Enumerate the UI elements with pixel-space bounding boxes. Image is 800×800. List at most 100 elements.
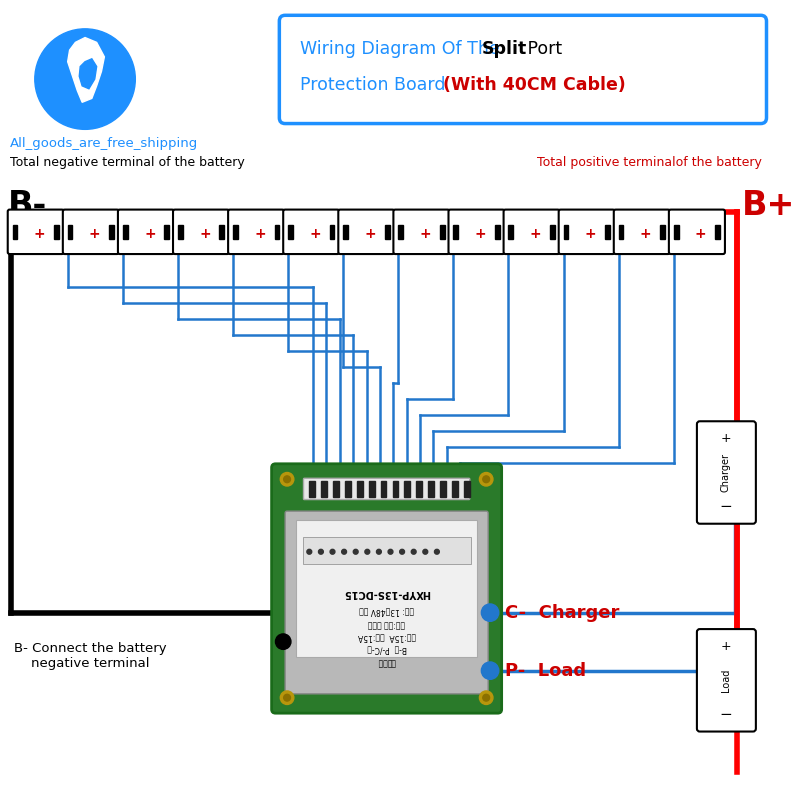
Text: +: + [530,226,542,241]
FancyBboxPatch shape [614,210,670,254]
Text: +: + [721,432,731,445]
Text: Split: Split [482,41,526,58]
Bar [345,481,350,497]
Circle shape [342,550,346,554]
Bar [495,225,500,238]
Bar [509,225,514,238]
Bar [440,481,446,497]
Text: Wiring Diagram Of The: Wiring Diagram Of The [300,41,505,58]
Bar [68,225,73,238]
Bar [110,225,114,238]
Text: C-  Charger: C- Charger [505,604,619,622]
FancyBboxPatch shape [283,210,339,254]
Circle shape [354,550,358,554]
FancyBboxPatch shape [697,422,756,524]
Bar [122,225,127,238]
Text: B-端  P-/C-端: B-端 P-/C-端 [366,645,406,654]
Text: +: + [695,226,706,241]
Text: +: + [419,226,431,241]
FancyBboxPatch shape [173,210,229,254]
Circle shape [275,634,291,650]
Circle shape [483,476,490,482]
Circle shape [482,604,498,622]
FancyBboxPatch shape [8,210,64,254]
Circle shape [330,550,335,554]
Bar [385,225,390,238]
FancyBboxPatch shape [296,520,478,657]
Bar [322,481,327,497]
Text: B+: B+ [742,190,796,222]
Bar [343,225,348,238]
FancyBboxPatch shape [272,464,502,713]
Text: +: + [254,226,266,241]
Bar [674,225,678,238]
Bar [393,481,398,497]
Bar [715,225,720,238]
Text: +: + [585,226,596,241]
Circle shape [479,473,493,486]
Bar [333,481,339,497]
Bar [550,225,555,238]
Bar [233,225,238,238]
Text: B- Connect the battery
    negative terminal: B- Connect the battery negative terminal [14,642,167,670]
FancyBboxPatch shape [118,210,174,254]
Bar [416,481,422,497]
Bar [464,481,470,497]
Text: +: + [34,226,46,241]
Bar [302,538,470,564]
Bar [452,481,458,497]
Circle shape [284,694,290,701]
Circle shape [388,550,393,554]
Bar [274,225,279,238]
Text: Load: Load [721,669,731,692]
Bar [660,225,665,238]
Bar [428,481,434,497]
Text: +: + [144,226,156,241]
Polygon shape [79,58,97,89]
Circle shape [483,694,490,701]
Circle shape [377,550,382,554]
FancyBboxPatch shape [338,210,394,254]
FancyBboxPatch shape [285,511,488,694]
Circle shape [365,550,370,554]
Text: −: − [719,499,732,514]
Text: +: + [721,640,731,653]
Bar [563,225,568,238]
Text: Total negative terminal of the battery: Total negative terminal of the battery [10,157,245,170]
Circle shape [318,550,323,554]
Bar [454,225,458,238]
Bar [330,225,334,238]
FancyBboxPatch shape [279,15,766,123]
Bar [357,481,362,497]
Bar [164,225,169,238]
Text: (With 40CM Cable): (With 40CM Cable) [442,76,626,94]
Bar [178,225,182,238]
Polygon shape [68,38,104,102]
Text: +: + [199,226,210,241]
Bar [288,225,293,238]
Circle shape [482,662,498,679]
Text: 温控保护: 温控保护 [378,658,396,666]
Text: +: + [474,226,486,241]
Bar [405,481,410,497]
Circle shape [34,29,135,130]
Text: Port: Port [522,41,562,58]
FancyBboxPatch shape [669,210,725,254]
Text: +: + [364,226,376,241]
Text: P-  Load: P- Load [505,662,586,680]
Bar [310,481,315,497]
Text: Charger: Charger [721,453,731,492]
Bar [219,225,224,238]
Text: 充电:15A  放电:15A: 充电:15A 放电:15A [358,632,416,642]
FancyBboxPatch shape [228,210,284,254]
FancyBboxPatch shape [697,629,756,731]
Text: Protection Board: Protection Board [300,76,450,94]
FancyBboxPatch shape [63,210,119,254]
Text: Total positive terminalof the battery: Total positive terminalof the battery [537,157,762,170]
Text: +: + [640,226,651,241]
Bar [381,481,386,497]
Bar [398,225,403,238]
Circle shape [400,550,405,554]
FancyBboxPatch shape [449,210,505,254]
FancyBboxPatch shape [558,210,614,254]
